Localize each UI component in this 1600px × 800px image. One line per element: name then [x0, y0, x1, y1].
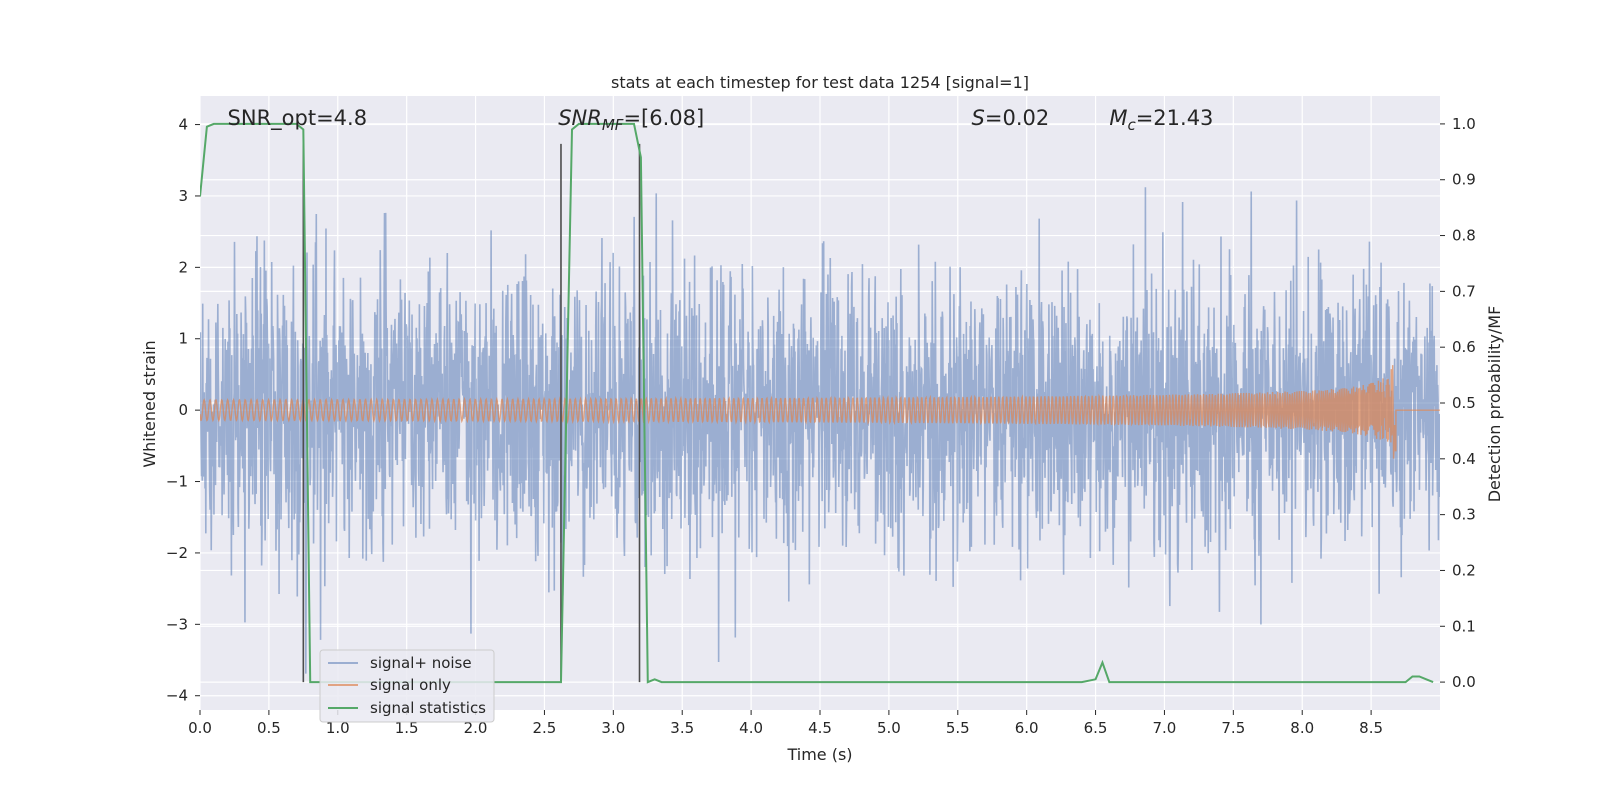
x-tick-label: 3.0	[601, 719, 625, 737]
legend: signal+ noise signal only signal statist…	[319, 649, 495, 723]
x-tick-label: 1.0	[326, 719, 350, 737]
annotation-0: SNR_opt=4.8	[228, 106, 368, 131]
y-tick-label: −4	[166, 687, 188, 705]
x-tick-label: 8.0	[1290, 719, 1314, 737]
legend-signal-label: signal only	[370, 676, 451, 694]
x-tick-label: 0.5	[257, 719, 281, 737]
annotation-math: SNR	[558, 106, 602, 130]
series-signal-only	[200, 365, 1440, 459]
y-tick-label: 1	[178, 330, 188, 348]
y-tick-label: −2	[166, 544, 188, 562]
axes: 0.0 0.5 1.0 1.5 2.0 2.5 3.0 3.5 4.0 4.5 5.0 5.5 6.0 6…	[166, 115, 1476, 737]
annotation-subscript: MF	[602, 116, 624, 134]
annotation-value: =21.43	[1136, 106, 1214, 130]
x-tick-label: 2.5	[533, 719, 557, 737]
x-tick-label: 2.0	[464, 719, 488, 737]
annotation-math: M	[1109, 106, 1127, 130]
legend-noise-label: signal+ noise	[370, 654, 472, 672]
y-tick-label: −1	[166, 473, 188, 491]
y-right-tick-label: 0.3	[1452, 506, 1476, 524]
y-right-tick-label: 0.6	[1452, 338, 1476, 356]
x-tick-label: 0.0	[188, 719, 212, 737]
y-tick-label: −3	[166, 615, 188, 633]
x-tick-label: 3.5	[670, 719, 694, 737]
y-tick-label: 0	[178, 401, 188, 419]
x-tick-label: 7.5	[1221, 719, 1245, 737]
annotations: SNR_opt=4.8 SNRMF=[6.08] S=0.02 Mc=21.43	[228, 106, 1214, 134]
y-right-tick-label: 1.0	[1452, 115, 1476, 133]
y-right-tick-label: 0.5	[1452, 394, 1476, 412]
x-tick-label: 6.0	[1015, 719, 1039, 737]
y-right-tick-label: 0.0	[1452, 673, 1476, 691]
annotation-subscript: c	[1127, 116, 1136, 134]
y-right-tick-label: 0.2	[1452, 561, 1476, 579]
y-tick-label: 2	[178, 258, 188, 276]
annotation-1: SNRMF=[6.08]	[558, 106, 704, 134]
y-axis-right-label: Detection probability/MF	[1485, 306, 1504, 503]
annotation-math: S	[972, 106, 985, 130]
legend-stats-label: signal statistics	[370, 699, 486, 717]
x-tick-label: 4.5	[808, 719, 832, 737]
annotation-3: Mc=21.43	[1109, 106, 1213, 134]
x-tick-label: 5.0	[877, 719, 901, 737]
y-right-tick-label: 0.7	[1452, 282, 1476, 300]
x-tick-label: 7.0	[1153, 719, 1177, 737]
legend-box	[319, 649, 495, 723]
y-right-tick-label: 0.4	[1452, 450, 1476, 468]
chart-title: stats at each timestep for test data 125…	[611, 73, 1029, 92]
y-right-tick-label: 0.8	[1452, 227, 1476, 245]
x-tick-label: 5.5	[946, 719, 970, 737]
y-right-tick-label: 0.1	[1452, 617, 1476, 635]
x-tick-label: 1.5	[395, 719, 419, 737]
annotation-value: =0.02	[985, 106, 1049, 130]
series-signal-noise	[200, 187, 1440, 674]
series-signal-statistics	[200, 122, 1434, 684]
y-tick-label: 3	[178, 187, 188, 205]
x-tick-label: 6.5	[1084, 719, 1108, 737]
annotation-value: =[6.08]	[623, 106, 704, 130]
y-tick-label: 4	[178, 116, 188, 134]
y-right-tick-label: 0.9	[1452, 171, 1476, 189]
x-tick-label: 4.0	[739, 719, 763, 737]
data-layer	[200, 122, 1440, 684]
x-axis-label: Time (s)	[786, 745, 852, 764]
annotation-2: S=0.02	[972, 106, 1050, 130]
y-axis-label: Whitened strain	[140, 340, 159, 467]
x-tick-label: 8.5	[1359, 719, 1383, 737]
